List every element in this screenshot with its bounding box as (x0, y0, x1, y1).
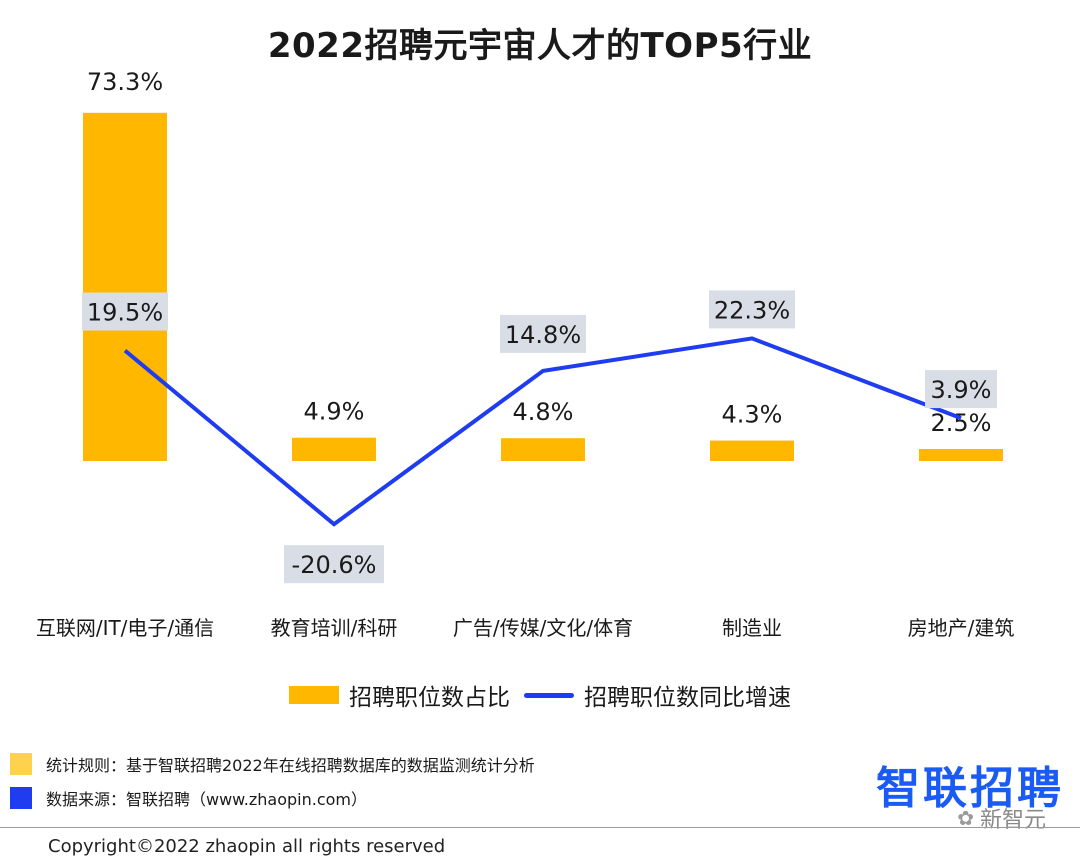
bar-label-0: 73.3% (87, 68, 163, 96)
brand-logo: 智联招聘 (876, 763, 1064, 814)
bar-label-4: 2.5% (931, 409, 992, 437)
legend-line-swatch (524, 692, 574, 698)
notes: 统计规则：基于智联招聘2022年在线招聘数据库的数据监测统计分析 数据来源：智联… (10, 752, 535, 820)
source-swatch (10, 787, 32, 809)
legend-bar-label: 招聘职位数占比 (349, 685, 510, 711)
line-label-1: -20.6% (292, 551, 377, 579)
category-label-1: 教育培训/科研 (271, 616, 398, 640)
bar-3 (710, 440, 794, 461)
category-label-4: 房地产/建筑 (908, 616, 1015, 640)
bar-2 (501, 438, 585, 461)
line-series (123, 336, 962, 527)
category-label-3: 制造业 (722, 616, 782, 640)
divider (0, 827, 1080, 828)
legend: 招聘职位数占比 招聘职位数同比增速 (0, 678, 1080, 712)
bar-label-2: 4.8% (513, 398, 574, 426)
rule-swatch (10, 753, 32, 775)
line-label-2: 14.8% (505, 321, 581, 349)
watermark-text: 新智元 (979, 808, 1046, 833)
legend-line-label: 招聘职位数同比增速 (584, 685, 791, 711)
line-label-box-2 (500, 314, 586, 353)
legend-item-line: 招聘职位数同比增速 (524, 678, 791, 712)
line-label-box-3 (709, 290, 795, 329)
bar-label-3: 4.3% (722, 401, 783, 429)
line-label-box-0 (82, 292, 168, 331)
legend-item-bar: 招聘职位数占比 (289, 678, 510, 712)
note-rule-text: 统计规则：基于智联招聘2022年在线招聘数据库的数据监测统计分析 (46, 756, 535, 775)
legend-bar-swatch (289, 686, 339, 704)
note-source: 数据来源：智联招聘（www.zhaopin.com） (10, 786, 535, 810)
note-rule: 统计规则：基于智联招聘2022年在线招聘数据库的数据监测统计分析 (10, 752, 535, 776)
line-label-3: 22.3% (714, 296, 790, 324)
category-label-2: 广告/传媒/文化/体育 (453, 616, 633, 640)
copyright: Copyright©2022 zhaopin all rights reserv… (48, 836, 446, 857)
bar-0 (83, 112, 167, 461)
line-label-box-1 (284, 545, 384, 584)
line-label-4: 3.9% (931, 376, 992, 404)
watermark: ✿ 新智元 (957, 802, 1046, 834)
line-label-box-4 (925, 370, 997, 409)
chart-title: 2022招聘元宇宙人才的TOP5行业 (267, 26, 813, 66)
category-label-0: 互联网/IT/电子/通信 (36, 616, 214, 640)
note-source-text: 数据来源：智联招聘（www.zhaopin.com） (46, 790, 368, 809)
bar-1 (292, 437, 376, 461)
bar-label-1: 4.9% (304, 398, 365, 426)
line-label-0: 19.5% (87, 299, 163, 327)
bar-4 (919, 449, 1003, 461)
chart-svg: 73.3% 4.9% 4.8% 4.3% 2.5% 19.5% -20.6% 14.8% 22.… (36, 68, 1015, 640)
wechat-icon: ✿ (957, 806, 974, 830)
